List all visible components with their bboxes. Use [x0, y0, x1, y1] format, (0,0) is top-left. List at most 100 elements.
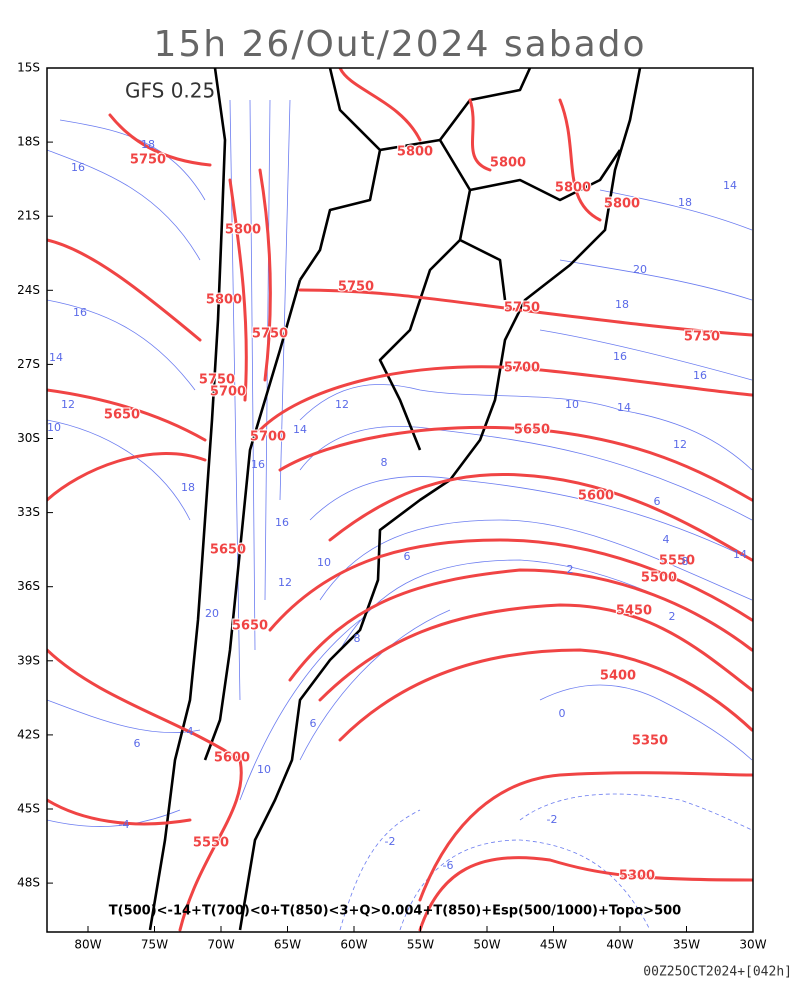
thickness-label: 5600 — [214, 751, 250, 766]
thickness-label: 5550 — [659, 554, 695, 569]
thickness-label: 5700 — [250, 430, 286, 445]
temperature-label: 18 — [141, 138, 155, 151]
thickness-label: 5800 — [225, 223, 261, 238]
thickness-label: 5800 — [555, 181, 591, 196]
legend: T(500)<-14+T(700)<0+T(850)<3+Q>0.004+T(8… — [109, 904, 681, 919]
lat-label: 24S — [17, 283, 40, 297]
temperature-label: 18 — [181, 481, 195, 494]
thickness-label: 5750 — [252, 327, 288, 342]
temperature-label: 16 — [71, 161, 85, 174]
temperature-label: 18 — [615, 298, 629, 311]
temperature-label: 12 — [61, 398, 75, 411]
lat-label: 21S — [17, 209, 40, 223]
temperature-label: 14 — [617, 401, 631, 414]
thickness-label: 5300 — [619, 869, 655, 884]
temperature-label: 18 — [678, 196, 692, 209]
temperature-label: -6 — [443, 859, 454, 872]
temperature-label: 6 — [404, 550, 411, 563]
map-title: 15h 26/Out/2024 sabado — [153, 24, 646, 65]
thickness-label: 5650 — [232, 619, 268, 634]
lon-label: 45W — [540, 938, 567, 952]
lon-label: 65W — [274, 938, 301, 952]
thickness-label: 5550 — [193, 836, 229, 851]
lon-label: 50W — [473, 938, 500, 952]
thickness-label: 5750 — [338, 280, 374, 295]
temperature-label: 8 — [354, 632, 361, 645]
thickness-label: 5650 — [210, 543, 246, 558]
temperature-label: 2 — [669, 610, 676, 623]
temperature-label: 6 — [654, 495, 661, 508]
temperature-label: 20 — [633, 263, 647, 276]
lat-label: 39S — [17, 653, 40, 667]
temperature-label: 6 — [310, 717, 317, 730]
lon-label: 40W — [606, 938, 633, 952]
lat-label: 36S — [17, 579, 40, 593]
temperature-label: 8 — [381, 456, 388, 469]
lat-label: 48S — [17, 876, 40, 890]
temperature-label: 16 — [251, 458, 265, 471]
thickness-label: 5750 — [504, 301, 540, 316]
temperature-contours — [47, 99, 753, 931]
temperature-label: 14 — [49, 351, 63, 364]
temperature-label: 20 — [205, 607, 219, 620]
temperature-label: -2 — [547, 813, 558, 826]
temperature-label: 12 — [673, 438, 687, 451]
thickness-label: 5750 — [130, 153, 166, 168]
temperature-label: 16 — [275, 516, 289, 529]
lat-label: 30S — [17, 431, 40, 445]
thickness-label: 5800 — [604, 197, 640, 212]
lat-label: 18S — [17, 135, 40, 149]
thickness-label: 5650 — [514, 423, 550, 438]
temperature-label: 14 — [723, 179, 737, 192]
temperature-label: 8 — [682, 555, 689, 568]
thickness-label: 5750 — [199, 373, 235, 388]
temperature-label: 6 — [134, 737, 141, 750]
thickness-label: 5700 — [210, 385, 246, 400]
lon-label: 80W — [74, 938, 101, 952]
lat-label: 15S — [17, 61, 40, 75]
thickness-label: 5650 — [104, 408, 140, 423]
thickness-label: 5450 — [616, 604, 652, 619]
temperature-label: 12 — [335, 398, 349, 411]
temperature-label: 14 — [733, 548, 747, 561]
temperature-label: 10 — [565, 398, 579, 411]
thickness-label: 5750 — [684, 330, 720, 345]
lon-label: 70W — [207, 938, 234, 952]
temperature-label: -2 — [385, 835, 396, 848]
temperature-label: 10 — [317, 556, 331, 569]
temperature-label: 16 — [613, 350, 627, 363]
thickness-label: 5350 — [632, 734, 668, 749]
temperature-label: 14 — [293, 423, 307, 436]
temperature-label: 10 — [257, 763, 271, 776]
lat-label: 33S — [17, 505, 40, 519]
temperature-label: 4 — [187, 725, 194, 738]
temperature-label: 4 — [663, 533, 670, 546]
thickness-label: 5700 — [504, 361, 540, 376]
temperature-label: 16 — [73, 306, 87, 319]
lat-label: 45S — [17, 802, 40, 816]
temperature-label: 12 — [278, 576, 292, 589]
model-label: GFS 0.25 — [125, 79, 215, 103]
temperature-label: -4 — [119, 818, 130, 831]
temperature-label: 16 — [693, 369, 707, 382]
temperature-label: 10 — [47, 421, 61, 434]
thickness-contours — [47, 68, 753, 932]
thickness-label: 5800 — [490, 156, 526, 171]
thickness-label: 5500 — [641, 571, 677, 586]
thickness-label: 5400 — [600, 669, 636, 684]
temperature-label: 0 — [559, 707, 566, 720]
lat-label: 27S — [17, 357, 40, 371]
lon-label: 35W — [673, 938, 700, 952]
lat-label: 42S — [17, 727, 40, 741]
timestamp: 00Z25OCT2024+[042h] — [643, 965, 792, 980]
thickness-label: 5600 — [578, 489, 614, 504]
lon-label: 55W — [407, 938, 434, 952]
lon-label: 60W — [340, 938, 367, 952]
coastline — [148, 68, 642, 931]
lon-label: 75W — [141, 938, 168, 952]
thickness-label: 5800 — [206, 293, 242, 308]
thickness-label: 5800 — [397, 145, 433, 160]
lon-label: 30W — [739, 938, 766, 952]
map-frame — [46, 67, 754, 933]
